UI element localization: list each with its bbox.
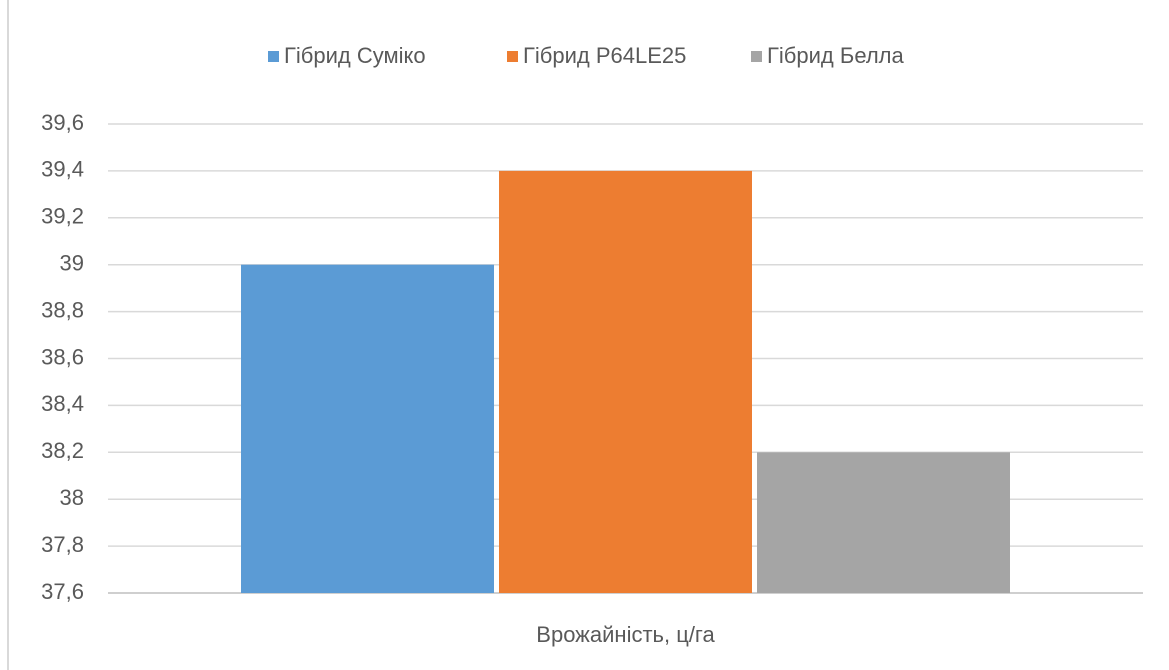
- legend-label: Гібрид Суміко: [284, 43, 426, 68]
- y-tick-label: 37,8: [41, 532, 84, 557]
- y-tick-label: 37,6: [41, 579, 84, 604]
- y-tick-label: 38,2: [41, 438, 84, 463]
- legend-swatch: [507, 51, 518, 62]
- y-tick-label: 38,8: [41, 297, 84, 322]
- bar: [499, 170, 752, 593]
- y-tick-label: 38,4: [41, 391, 84, 416]
- legend-swatch: [751, 51, 762, 62]
- y-tick-label: 39: [60, 251, 84, 276]
- bar: [757, 452, 1010, 593]
- y-tick-label: 39,2: [41, 204, 84, 229]
- y-tick-label: 39,6: [41, 110, 84, 135]
- legend-label: Гібрид Белла: [767, 43, 904, 68]
- y-tick-label: 39,4: [41, 157, 84, 182]
- x-tick-label: Врожайність, ц/га: [536, 622, 715, 647]
- legend-swatch: [268, 51, 279, 62]
- legend-label: Гібрид P64LE25: [523, 43, 686, 68]
- bar: [241, 264, 494, 593]
- y-tick-label: 38,6: [41, 344, 84, 369]
- y-tick-label: 38: [60, 485, 84, 510]
